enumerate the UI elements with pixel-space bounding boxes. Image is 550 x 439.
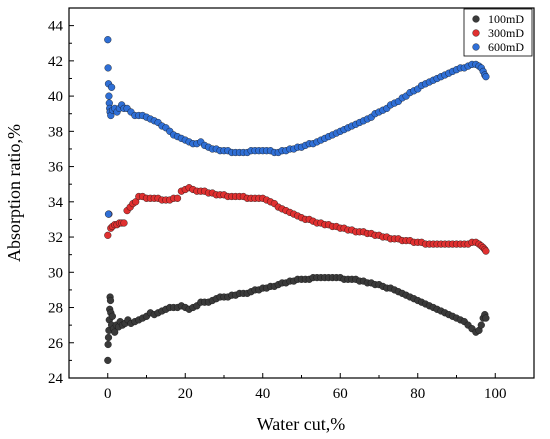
data-point	[104, 356, 112, 365]
x-tick-label: 0	[104, 386, 112, 402]
y-tick-label: 34	[48, 195, 64, 211]
data-point	[104, 36, 112, 44]
legend-label: 300mD	[488, 26, 524, 40]
series-600mD	[104, 36, 490, 218]
legend-label: 100mD	[488, 12, 524, 26]
x-tick-label: 100	[484, 386, 507, 402]
data-point	[482, 247, 490, 255]
x-tick-label: 80	[410, 386, 425, 402]
y-tick-label: 44	[48, 19, 64, 35]
data-point	[104, 333, 113, 342]
legend-label: 600mD	[488, 40, 524, 54]
y-tick-label: 38	[48, 124, 63, 140]
data-point	[107, 83, 116, 91]
y-tick-label: 36	[48, 160, 64, 176]
data-point	[108, 312, 117, 320]
data-point	[104, 64, 112, 72]
data-point	[132, 198, 140, 206]
data-point	[104, 231, 112, 239]
x-axis-title: Water cut,%	[257, 414, 346, 434]
x-tick-label: 20	[178, 386, 193, 402]
y-tick-label: 24	[48, 371, 64, 387]
data-point	[104, 210, 113, 218]
y-tick-label: 40	[48, 89, 63, 105]
x-tick-label: 40	[255, 386, 270, 402]
data-point	[482, 73, 490, 81]
legend-marker	[472, 29, 480, 37]
y-tick-label: 32	[48, 230, 63, 246]
series-layer	[104, 36, 490, 365]
legend-marker	[472, 15, 480, 23]
y-tick-label: 42	[48, 54, 63, 70]
data-point	[104, 340, 112, 349]
y-tick-label: 30	[48, 265, 63, 281]
data-point	[482, 314, 490, 322]
y-tick-label: 26	[48, 336, 64, 352]
data-point	[106, 296, 115, 305]
series-100mD	[104, 274, 490, 365]
legend-marker	[472, 43, 480, 51]
y-axis-title: Absorption ratio,%	[4, 124, 24, 262]
x-tick-label: 60	[333, 386, 348, 402]
data-point	[105, 92, 113, 100]
series-300mD	[104, 184, 490, 255]
data-point	[173, 194, 182, 202]
data-point	[477, 321, 485, 329]
y-tick-label: 28	[48, 301, 63, 317]
data-point	[111, 328, 119, 336]
x-axis-ticks: 0 20 40 60 80 100	[104, 373, 507, 402]
data-point	[120, 219, 128, 227]
y-axis-ticks: 24 26 28 30 32 34 36 38 40 42 44	[48, 19, 74, 387]
